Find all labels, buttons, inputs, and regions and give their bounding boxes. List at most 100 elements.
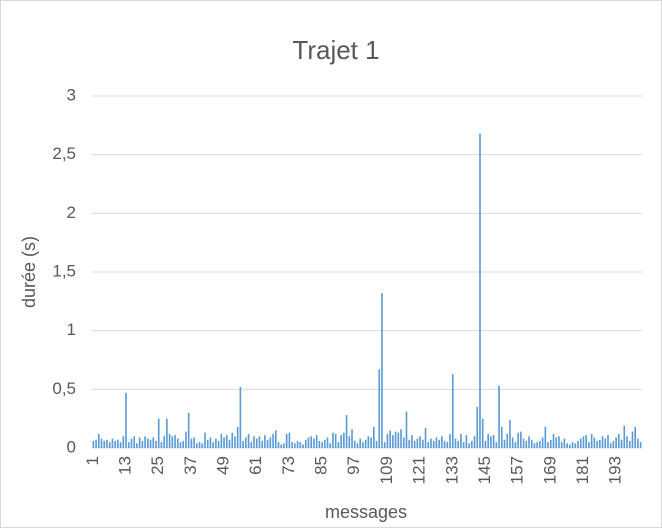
bar (277, 442, 280, 448)
bar (419, 436, 421, 448)
bar (547, 442, 549, 448)
bar (185, 431, 187, 448)
bar (552, 433, 555, 448)
bar (133, 436, 136, 448)
bar (223, 437, 225, 448)
bar (367, 436, 370, 448)
bar (471, 440, 473, 448)
bar (144, 436, 146, 448)
x-axis-label: messages (325, 502, 407, 522)
bar (639, 442, 642, 448)
bar (525, 440, 528, 448)
x-tick-label: 181 (573, 456, 592, 484)
bar (174, 435, 176, 448)
bar (487, 433, 489, 448)
bar (100, 438, 103, 448)
bar (198, 442, 201, 448)
bar (204, 432, 206, 448)
bar (234, 436, 236, 448)
bar (441, 436, 443, 448)
bar (541, 437, 544, 448)
bar (149, 439, 152, 448)
bar (506, 433, 509, 448)
bar (362, 442, 364, 448)
bar (125, 392, 127, 448)
bar (628, 440, 631, 448)
bar (588, 442, 590, 448)
bar (402, 437, 405, 448)
bar (394, 431, 397, 448)
bar (119, 442, 122, 448)
bar (294, 443, 296, 448)
y-tick-label: 2 (67, 203, 76, 222)
bar (114, 440, 116, 448)
bar (416, 438, 419, 448)
bar (285, 433, 288, 448)
bar (359, 438, 362, 448)
bar (274, 430, 277, 448)
chart-title: Trajet 1 (292, 35, 379, 65)
bar (585, 435, 587, 448)
bar (400, 429, 402, 448)
bar (310, 436, 312, 448)
bar (245, 437, 247, 448)
bar (604, 438, 607, 448)
bar (318, 440, 321, 448)
x-tick-label: 61 (246, 456, 265, 475)
bar (106, 439, 108, 448)
bar (378, 369, 381, 448)
bar (92, 440, 95, 448)
bar (530, 439, 533, 448)
bar (443, 440, 446, 448)
bar (454, 438, 457, 448)
bar (345, 415, 348, 448)
y-tick-label: 1,5 (52, 261, 76, 280)
bar (127, 442, 130, 448)
bar (468, 443, 470, 448)
bar (375, 440, 378, 448)
bar (372, 426, 375, 448)
bar (97, 433, 100, 448)
bar (503, 439, 506, 448)
bar (340, 435, 342, 448)
bar (323, 439, 326, 448)
bar (258, 436, 261, 448)
bar (601, 436, 604, 448)
bar (225, 435, 228, 448)
bar (555, 437, 558, 448)
bar (326, 437, 329, 448)
bar (577, 440, 579, 448)
bar (498, 385, 500, 448)
bar (405, 411, 408, 448)
bar (353, 440, 356, 448)
bar (136, 443, 138, 448)
bar (432, 440, 435, 448)
x-tick-label: 73 (279, 456, 298, 475)
bar (171, 436, 174, 448)
bar (411, 435, 413, 448)
bar (193, 437, 195, 448)
bar (239, 386, 242, 448)
bar (618, 433, 620, 448)
bar (187, 412, 190, 448)
bar (242, 440, 244, 448)
bar (422, 439, 424, 448)
bar (479, 133, 481, 448)
bar (514, 442, 517, 448)
bar (266, 439, 269, 448)
x-tick-label: 13 (116, 456, 135, 475)
bar (351, 429, 353, 448)
bar (536, 442, 538, 448)
bar (296, 440, 299, 448)
bar (130, 438, 133, 448)
bar (634, 426, 637, 448)
bar (596, 440, 598, 448)
bar (408, 439, 411, 448)
bar (389, 430, 391, 448)
bar (304, 439, 307, 448)
bar (168, 433, 171, 448)
y-tick-label: 2,5 (52, 144, 76, 163)
bar (462, 442, 465, 448)
bar (155, 440, 157, 448)
